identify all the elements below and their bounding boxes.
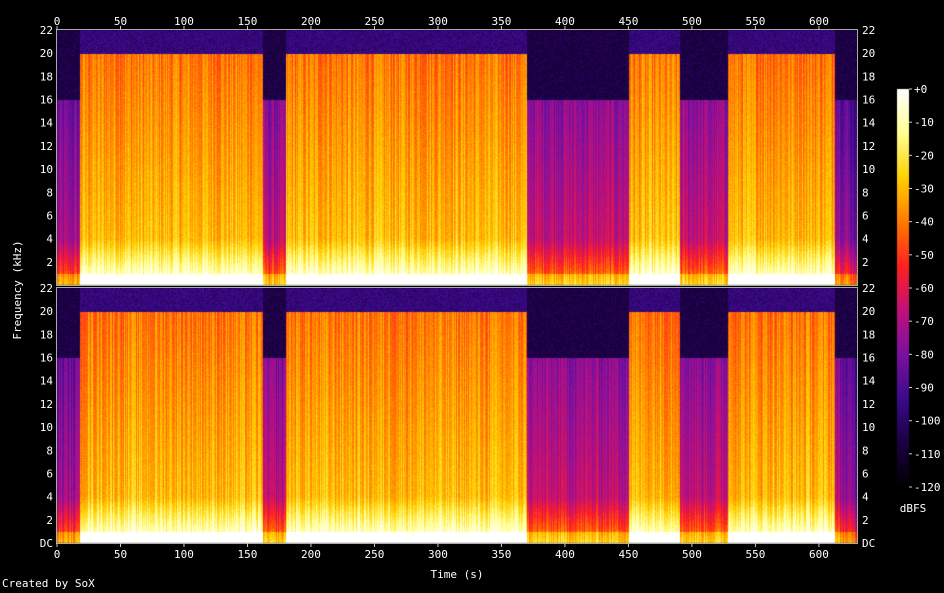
- x-tick-label: 600: [809, 548, 829, 561]
- x-tick-label: 0: [54, 548, 61, 561]
- panel-frame-1: [56, 29, 858, 286]
- x-tick-label-top: 250: [365, 15, 385, 28]
- colorbar-tick-label: -120: [914, 481, 941, 494]
- y-tick-label-right: 20: [862, 47, 875, 60]
- colorbar-tick-label: -50: [914, 249, 934, 262]
- x-tick-label: 200: [301, 548, 321, 561]
- x-tick-label-top: 150: [238, 15, 258, 28]
- y-tick-label: 6: [46, 467, 53, 480]
- y-tick-label: 16: [40, 352, 53, 365]
- y-tick-label-right: 14: [862, 375, 876, 388]
- x-tick-label-top: 300: [428, 15, 448, 28]
- x-tick-label-top: 550: [745, 15, 765, 28]
- y-tick-label: 22: [40, 282, 53, 295]
- x-tick-label-top: 350: [492, 15, 512, 28]
- y-tick-label: 22: [40, 24, 53, 37]
- y-tick-label: 8: [46, 444, 53, 457]
- x-tick-label: 450: [618, 548, 638, 561]
- y-tick-label-right: 20: [862, 305, 875, 318]
- y-tick-label: 8: [46, 186, 53, 199]
- colorbar-label: dBFS: [900, 502, 927, 515]
- colorbar-tick-label: -60: [914, 282, 934, 295]
- y-tick-label: 10: [40, 421, 53, 434]
- y-tick-label-right: 4: [862, 233, 869, 246]
- sox-credit: Created by SoX: [2, 577, 95, 590]
- x-tick-label: 150: [238, 548, 258, 561]
- y-tick-label-right: 22: [862, 24, 875, 37]
- y-tick-label-right: 22: [862, 282, 875, 295]
- x-tick-label-top: 100: [174, 15, 194, 28]
- y-tick-label-right: 16: [862, 94, 875, 107]
- y-axis-title: Frequency (kHz): [11, 240, 24, 339]
- y-tick-label: 12: [40, 398, 53, 411]
- y-tick-label: 6: [46, 209, 53, 222]
- x-tick-label-top: 500: [682, 15, 702, 28]
- y-tick-label-right: 14: [862, 117, 876, 130]
- colorbar-tick-label: -80: [914, 348, 934, 361]
- x-tick-label: 400: [555, 548, 575, 561]
- x-tick-label: 550: [745, 548, 765, 561]
- y-tick-label: 10: [40, 163, 53, 176]
- y-tick-label: 20: [40, 47, 53, 60]
- x-tick-label-top: 0: [54, 15, 61, 28]
- x-tick-label: 300: [428, 548, 448, 561]
- y-tick-label-right: 4: [862, 491, 869, 504]
- y-tick-label: 14: [40, 375, 54, 388]
- y-tick-label-right: 10: [862, 421, 875, 434]
- y-tick-label: 4: [46, 491, 53, 504]
- x-tick-label-top: 50: [114, 15, 127, 28]
- colorbar-tick-label: -20: [914, 149, 934, 162]
- y-tick-label-right: 2: [862, 256, 869, 269]
- y-tick-label-right: 8: [862, 186, 869, 199]
- y-tick-label: 2: [46, 256, 53, 269]
- y-tick-label-right: 6: [862, 467, 869, 480]
- colorbar-tick-label: -90: [914, 382, 934, 395]
- colorbar-tick-label: -10: [914, 116, 934, 129]
- y-tick-label: 2: [46, 514, 53, 527]
- colorbar-tick-label: -70: [914, 315, 934, 328]
- y-tick-label: 12: [40, 140, 53, 153]
- y-tick-label-right: 18: [862, 328, 875, 341]
- panel-frame-2: [56, 287, 858, 544]
- colorbar-tick-label: -40: [914, 216, 934, 229]
- colorbar-tick-label: -100: [914, 415, 941, 428]
- colorbar-tick-label: +0: [914, 83, 927, 96]
- x-tick-label: 50: [114, 548, 127, 561]
- y-tick-label: 14: [40, 117, 54, 130]
- x-axis-title: Time (s): [431, 568, 484, 581]
- y-tick-label: 18: [40, 70, 53, 83]
- x-tick-label-top: 600: [809, 15, 829, 28]
- y-tick-label-right: 16: [862, 352, 875, 365]
- y-tick-label-right: 2: [862, 514, 869, 527]
- x-tick-label: 350: [492, 548, 512, 561]
- x-tick-label-top: 400: [555, 15, 575, 28]
- y-tick-label: DC: [40, 537, 53, 550]
- y-tick-label: 16: [40, 94, 53, 107]
- colorbar: +0 -10 -20 -30 -40 -50 -60 -70 -80 -90 -100 -110 -12…: [909, 83, 941, 494]
- y-tick-label: 20: [40, 305, 53, 318]
- axes-group: 0 0 50 50 100 100 150 150 200 200 250 250 300 300 350 3…: [40, 15, 876, 561]
- y-tick-label-right: 12: [862, 398, 875, 411]
- y-tick-label-right: 18: [862, 70, 875, 83]
- colorbar-tick-label: -30: [914, 183, 934, 196]
- x-tick-label: 100: [174, 548, 194, 561]
- y-tick-label-right: 12: [862, 140, 875, 153]
- x-tick-label: 250: [365, 548, 385, 561]
- y-tick-label-right: DC: [862, 537, 875, 550]
- x-tick-label-top: 200: [301, 15, 321, 28]
- y-tick-label-right: 10: [862, 163, 875, 176]
- colorbar-tick-label: -110: [914, 448, 941, 461]
- x-tick-label: 500: [682, 548, 702, 561]
- y-tick-label: 18: [40, 328, 53, 341]
- y-tick-label-right: 6: [862, 209, 869, 222]
- x-tick-label-top: 450: [618, 15, 638, 28]
- y-tick-label: 4: [46, 233, 53, 246]
- y-tick-label-right: 8: [862, 444, 869, 457]
